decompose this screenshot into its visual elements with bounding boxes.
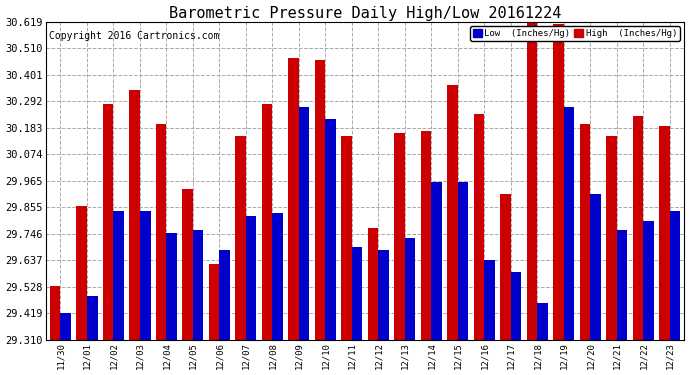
- Bar: [633, 116, 643, 340]
- Bar: [235, 136, 246, 340]
- Bar: [511, 272, 522, 340]
- Bar: [500, 194, 511, 340]
- Bar: [50, 286, 61, 340]
- Bar: [617, 231, 627, 340]
- Bar: [607, 136, 617, 340]
- Bar: [156, 123, 166, 340]
- Bar: [315, 60, 326, 340]
- Bar: [166, 233, 177, 340]
- Bar: [219, 250, 230, 340]
- Bar: [564, 106, 575, 340]
- Bar: [378, 250, 389, 340]
- Bar: [538, 303, 548, 340]
- Bar: [129, 90, 140, 340]
- Title: Barometric Pressure Daily High/Low 20161224: Barometric Pressure Daily High/Low 20161…: [169, 6, 562, 21]
- Bar: [421, 131, 431, 340]
- Bar: [140, 211, 150, 340]
- Bar: [580, 123, 591, 340]
- Bar: [288, 58, 299, 340]
- Bar: [591, 194, 601, 340]
- Bar: [299, 106, 310, 340]
- Bar: [368, 228, 378, 340]
- Bar: [447, 85, 458, 340]
- Bar: [246, 216, 257, 340]
- Bar: [77, 206, 87, 340]
- Bar: [659, 126, 670, 340]
- Bar: [474, 114, 484, 340]
- Bar: [113, 211, 124, 340]
- Bar: [670, 211, 680, 340]
- Bar: [394, 133, 405, 340]
- Bar: [182, 189, 193, 340]
- Bar: [484, 260, 495, 340]
- Bar: [273, 213, 283, 340]
- Bar: [103, 104, 113, 340]
- Bar: [526, 21, 538, 340]
- Bar: [262, 104, 273, 340]
- Bar: [326, 118, 336, 340]
- Bar: [352, 248, 362, 340]
- Bar: [553, 24, 564, 340]
- Bar: [431, 182, 442, 340]
- Bar: [61, 313, 71, 340]
- Bar: [643, 221, 654, 340]
- Bar: [458, 182, 469, 340]
- Legend: Low  (Inches/Hg), High  (Inches/Hg): Low (Inches/Hg), High (Inches/Hg): [470, 26, 680, 40]
- Bar: [193, 231, 204, 340]
- Bar: [342, 136, 352, 340]
- Bar: [87, 296, 97, 340]
- Bar: [209, 264, 219, 340]
- Text: Copyright 2016 Cartronics.com: Copyright 2016 Cartronics.com: [49, 31, 219, 41]
- Bar: [405, 238, 415, 340]
